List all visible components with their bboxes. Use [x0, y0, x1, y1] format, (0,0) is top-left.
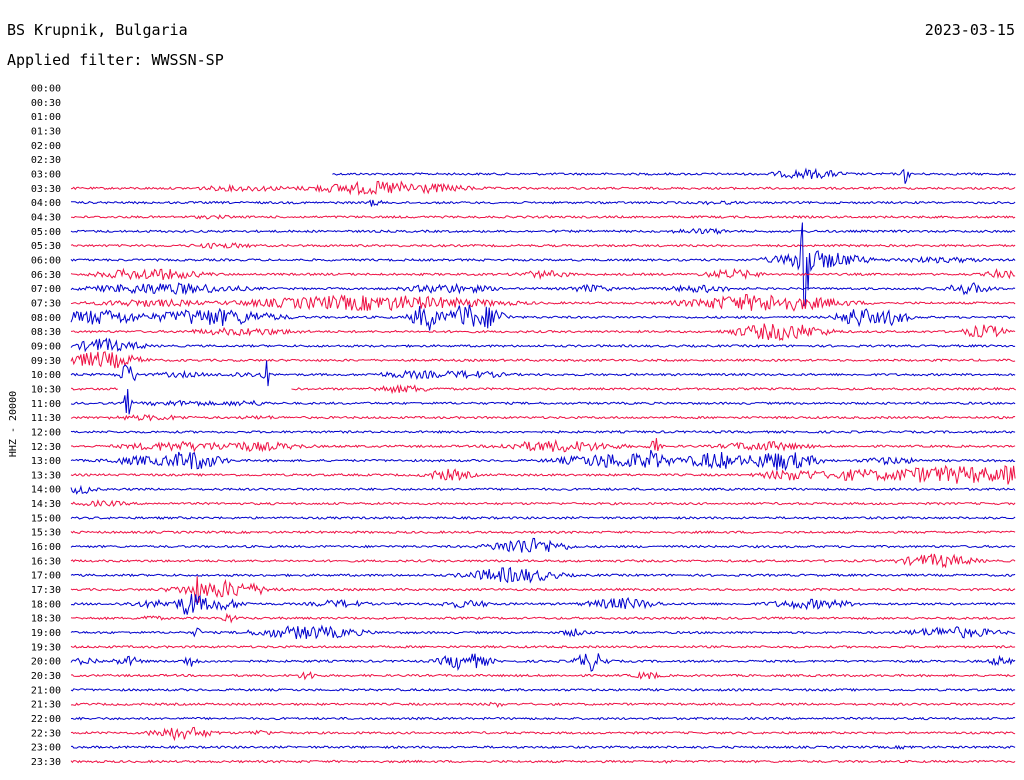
- tick-label-0530: 05:30: [31, 241, 61, 252]
- trace-0700-0: [70, 282, 1016, 296]
- tick-label-0330: 03:30: [31, 184, 61, 195]
- trace-1100-0: [70, 388, 1016, 415]
- tick-label-1100: 11:00: [31, 399, 61, 410]
- trace-0730-0: [70, 293, 1016, 312]
- trace-0900-0: [70, 337, 1016, 353]
- tick-label-0500: 05:00: [31, 227, 61, 238]
- tick-label-1000: 10:00: [31, 370, 61, 381]
- tick-label-0700: 07:00: [31, 284, 61, 295]
- trace-1200-0: [70, 430, 1016, 434]
- tick-label-1630: 16:30: [31, 556, 61, 567]
- date-label: 2023-03-15: [924, 21, 1015, 39]
- tick-label-0900: 09:00: [31, 341, 61, 352]
- tick-label-2100: 21:00: [31, 685, 61, 696]
- filter-label: Applied filter: WWSSN-SP: [7, 51, 224, 69]
- tick-label-0730: 07:30: [31, 298, 61, 309]
- tick-label-2130: 21:30: [31, 700, 61, 711]
- station-title: BS Krupnik, Bulgaria: [7, 21, 188, 39]
- trace-0330-0: [70, 180, 1016, 196]
- trace-2130-0: [70, 701, 1016, 708]
- trace-1900-0: [70, 624, 1016, 640]
- time-tick-labels: 00:00 00:30 01:00 01:30 02:00 02:30 03:00 03:30…: [31, 84, 61, 769]
- trace-0830-0: [70, 323, 1016, 341]
- tick-label-1500: 15:00: [31, 513, 61, 524]
- tick-label-0600: 06:00: [31, 255, 61, 266]
- trace-1400-0: [70, 484, 1016, 495]
- trace-1600-0: [70, 537, 1016, 553]
- tick-label-1230: 12:30: [31, 442, 61, 453]
- tick-label-1730: 17:30: [31, 585, 61, 596]
- trace-2200-0: [70, 716, 1016, 721]
- tick-label-0830: 08:30: [31, 327, 61, 338]
- trace-1530-0: [70, 530, 1016, 535]
- tick-label-1400: 14:00: [31, 485, 61, 496]
- tick-label-0400: 04:00: [31, 198, 61, 209]
- tick-label-1830: 18:30: [31, 614, 61, 625]
- trace-1630-0: [70, 553, 1016, 569]
- trace-0500-0: [70, 227, 1016, 236]
- tick-label-1600: 16:00: [31, 542, 61, 553]
- trace-1030-1: [291, 384, 1017, 395]
- tick-label-0200: 02:00: [31, 141, 61, 152]
- trace-1300-0: [70, 449, 1016, 472]
- tick-label-0130: 01:30: [31, 126, 61, 137]
- trace-0530-0: [70, 242, 1016, 250]
- tick-label-1900: 19:00: [31, 628, 61, 639]
- trace-2300-0: [70, 744, 1016, 750]
- trace-1130-0: [70, 414, 1016, 422]
- trace-0800-0: [70, 304, 1016, 331]
- trace-2000-0: [70, 653, 1016, 672]
- tick-label-1930: 19:30: [31, 642, 61, 653]
- tick-label-1530: 15:30: [31, 528, 61, 539]
- tick-label-2000: 20:00: [31, 657, 61, 668]
- trace-0430-0: [71, 214, 1016, 220]
- tick-label-1330: 13:30: [31, 470, 61, 481]
- seismic-traces: [70, 167, 1017, 764]
- tick-label-0630: 06:30: [31, 270, 61, 281]
- tick-label-1130: 11:30: [31, 413, 61, 424]
- trace-1000-0: [70, 360, 1016, 387]
- trace-2030-0: [70, 670, 1016, 681]
- trace-1730-0: [70, 576, 1016, 603]
- tick-label-0000: 00:00: [31, 84, 61, 95]
- tick-label-2330: 23:30: [31, 757, 61, 768]
- tick-label-2300: 23:00: [31, 743, 61, 754]
- trace-2230-0: [70, 726, 1016, 742]
- tick-label-2200: 22:00: [31, 714, 61, 725]
- tick-label-1300: 13:00: [31, 456, 61, 467]
- trace-1030-0: [70, 387, 118, 391]
- trace-0930-0: [70, 351, 1016, 369]
- trace-2330-0: [70, 759, 1016, 764]
- trace-0300-0: [332, 167, 1016, 184]
- tick-label-1800: 18:00: [31, 599, 61, 610]
- tick-label-1430: 14:30: [31, 499, 61, 510]
- y-axis-label-group: HHZ - 20000: [8, 391, 19, 457]
- tick-label-0230: 02:30: [31, 155, 61, 166]
- tick-label-0300: 03:00: [31, 169, 61, 180]
- trace-1700-0: [70, 566, 1016, 584]
- trace-1430-0: [70, 499, 1016, 508]
- trace-0630-0: [70, 267, 1016, 281]
- tick-label-1030: 10:30: [31, 384, 61, 395]
- trace-1830-0: [70, 612, 1016, 624]
- trace-1500-0: [70, 516, 1016, 520]
- trace-0400-0: [71, 199, 1016, 207]
- trace-0600-0: [70, 222, 1016, 307]
- trace-2100-0: [70, 687, 1016, 692]
- tick-label-2230: 22:30: [31, 728, 61, 739]
- trace-1330-0: [70, 464, 1016, 485]
- tick-label-0430: 04:30: [31, 212, 61, 223]
- tick-label-0100: 01:00: [31, 112, 61, 123]
- trace-1230-0: [70, 437, 1016, 453]
- tick-label-0930: 09:30: [31, 356, 61, 367]
- tick-label-0800: 08:00: [31, 313, 61, 324]
- tick-label-2030: 20:30: [31, 671, 61, 682]
- y-axis-label: HHZ - 20000: [8, 391, 19, 457]
- tick-label-0030: 00:30: [31, 98, 61, 109]
- trace-1930-0: [70, 644, 1016, 649]
- tick-label-1200: 12:00: [31, 427, 61, 438]
- tick-label-1700: 17:00: [31, 571, 61, 582]
- trace-1800-0: [70, 593, 1016, 615]
